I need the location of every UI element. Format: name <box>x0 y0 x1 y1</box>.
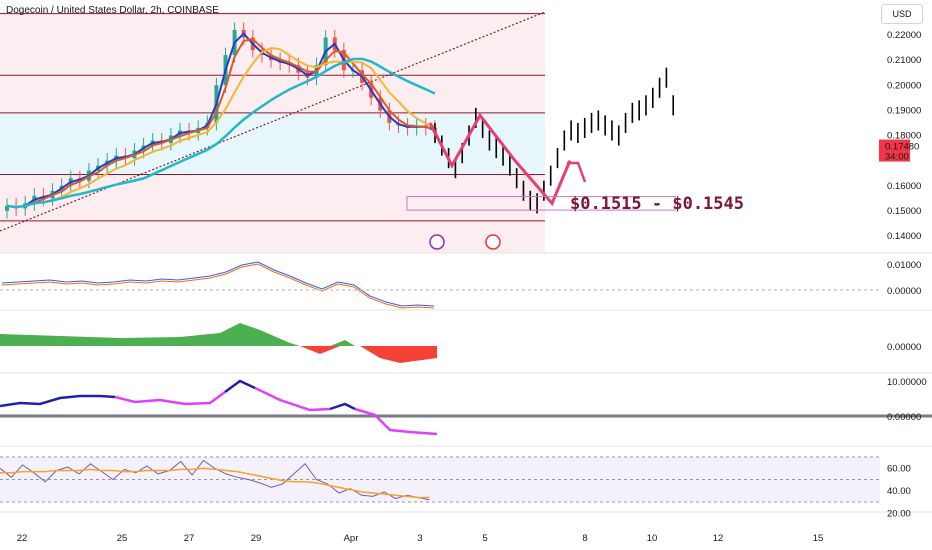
price-tick-label: 0.22000 <box>887 30 921 41</box>
price-tick-label: 0.14000 <box>887 231 921 242</box>
macd-tick-label: 0.01000 <box>887 260 921 271</box>
rsi-ma-line <box>0 467 430 499</box>
date-axis: 22 25 27 29 Apr 3 5 8 10 12 15 <box>17 533 824 544</box>
candle-body <box>5 205 9 211</box>
macd-tick-label: 0.00000 <box>887 286 921 297</box>
ema-mid-line <box>6 38 436 209</box>
date-tick-label: Apr <box>344 533 359 544</box>
price-tick-label: 0.18000 <box>887 131 921 142</box>
ema-long-line <box>6 57 436 209</box>
momentum-tick-label: 10.00000 <box>887 377 927 388</box>
histogram-positive <box>330 340 355 346</box>
date-tick-label: 25 <box>117 533 128 544</box>
indicator-panes <box>0 252 932 513</box>
trendline <box>0 11 546 232</box>
momentum-line-down <box>114 390 226 406</box>
momentum-line-up <box>224 379 256 394</box>
rsi-tick-label: 60.00 <box>887 463 911 474</box>
support-zone-label: $0.1515 - $0.1545 <box>570 194 744 214</box>
hist-tick-label: 0.00000 <box>887 342 921 353</box>
price-tick-label: 0.16000 <box>887 181 921 192</box>
date-tick-label: 8 <box>582 533 587 544</box>
momentum-tick-label: 0.00000 <box>887 412 921 423</box>
price-tick-label: 0.21000 <box>887 55 921 66</box>
price-tick-label: 0.15000 <box>887 206 921 217</box>
price-tag-value: 0.17480 <box>885 142 919 153</box>
date-tick-label: 5 <box>482 533 487 544</box>
ema-fast-line <box>6 32 436 209</box>
price-tag <box>879 139 910 162</box>
support-zone-box <box>406 196 676 211</box>
rsi-tick-label: 20.00 <box>887 508 911 519</box>
rsi-line <box>0 459 430 501</box>
price-tick-label: 0.19000 <box>887 105 921 116</box>
currency-selector[interactable]: USD <box>881 4 923 24</box>
histogram-negative <box>300 346 437 363</box>
momentum-line-up <box>329 402 356 411</box>
momentum-line-up <box>0 394 116 408</box>
date-tick-label: 12 <box>713 533 724 544</box>
price-tag-countdown: 34:00 <box>885 152 909 163</box>
date-tick-label: 3 <box>417 533 422 544</box>
date-tick-label: 15 <box>813 533 824 544</box>
signal-line <box>1 263 435 309</box>
momentum-line-down <box>254 386 331 412</box>
date-tick-label: 29 <box>251 533 262 544</box>
date-tick-label: 22 <box>17 533 28 544</box>
event-icon <box>429 234 445 250</box>
rsi-tick-label: 40.00 <box>887 486 911 497</box>
price-axis: 0.22000 0.21000 0.20000 0.19000 0.18000 0.160… <box>879 30 927 519</box>
date-tick-label: 10 <box>647 533 658 544</box>
histogram-positive <box>0 323 300 346</box>
price-tick-label: 0.20000 <box>887 80 921 91</box>
date-tick-label: 27 <box>184 533 195 544</box>
momentum-line-down <box>354 407 438 436</box>
ema-slow-line <box>6 46 436 209</box>
price-pane <box>0 11 676 253</box>
chart-title: Dogecoin / United States Dollar, 2h, COI… <box>6 5 219 16</box>
pattern-arrow <box>567 161 587 183</box>
event-flag-icon <box>485 234 501 250</box>
